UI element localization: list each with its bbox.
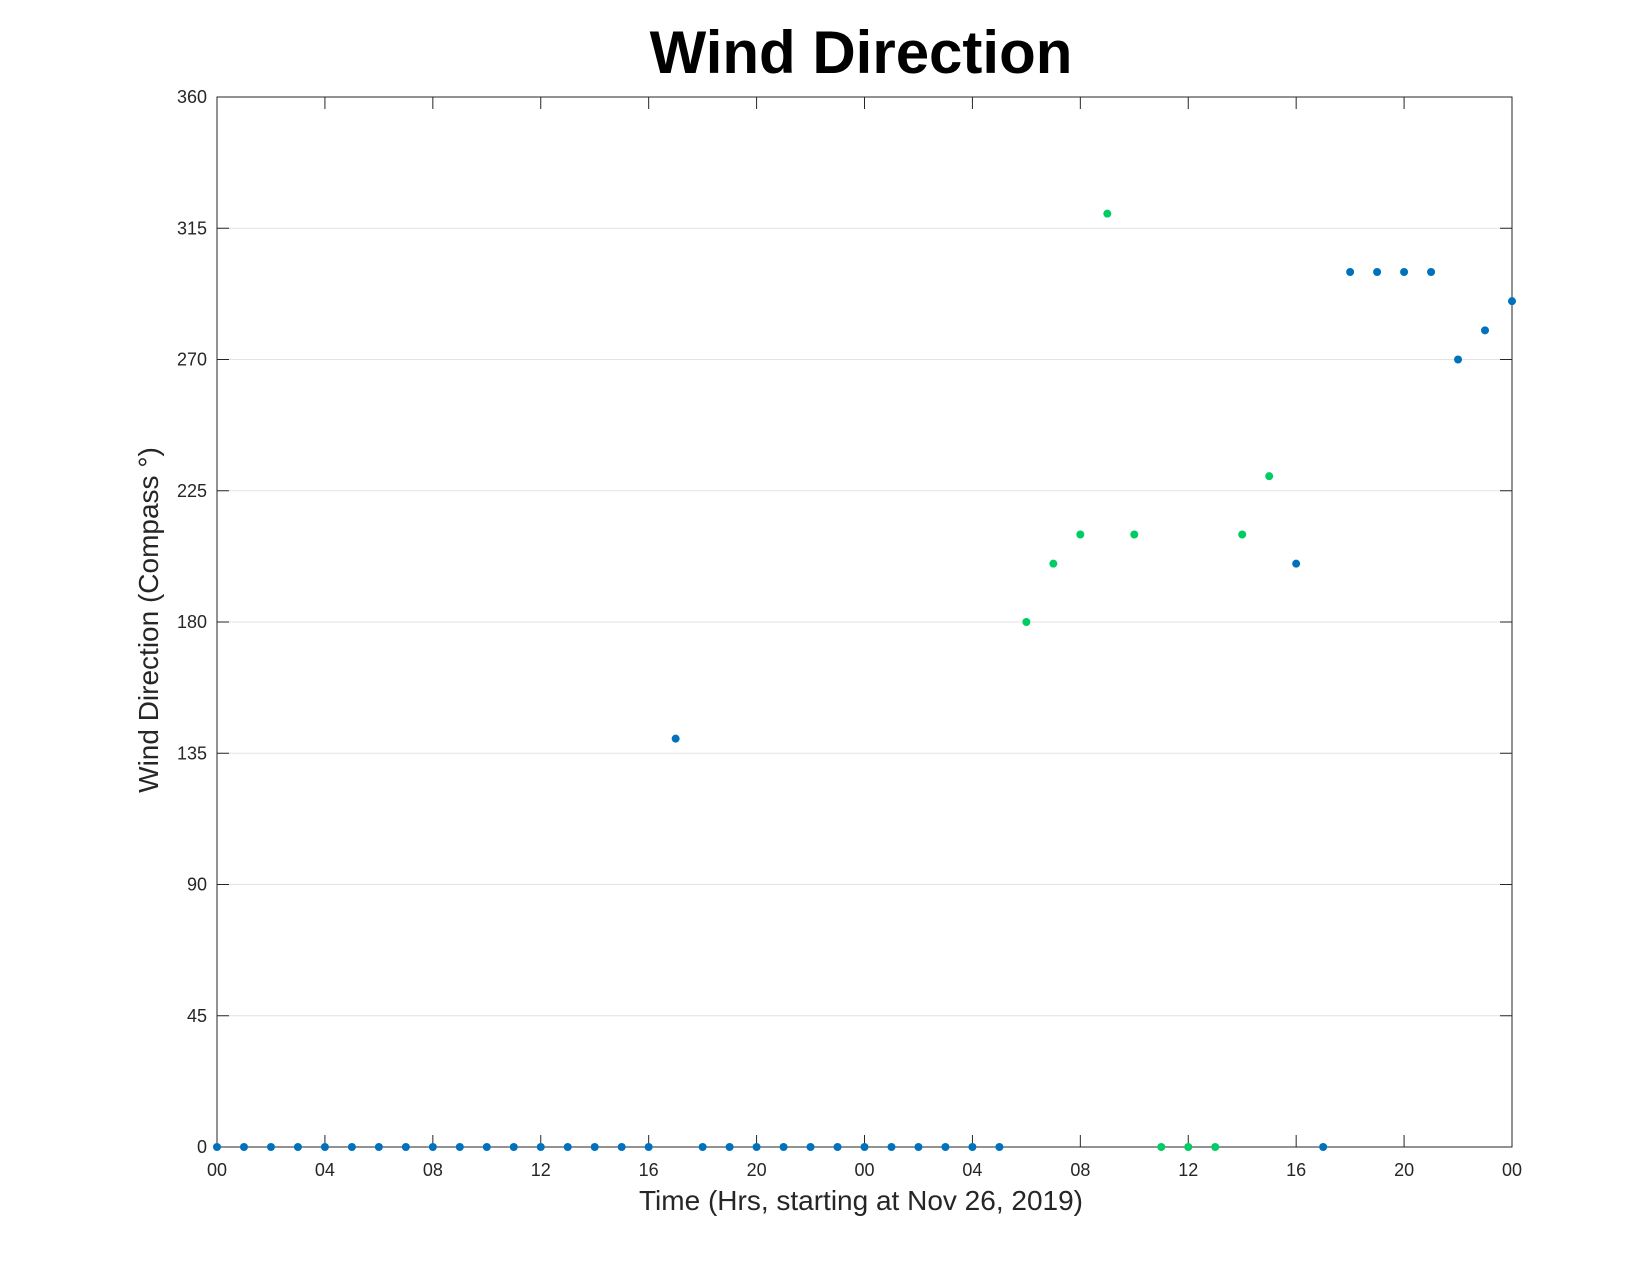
x-tick-label: 00	[854, 1160, 874, 1180]
x-tick-label: 16	[1286, 1160, 1306, 1180]
data-point-series-2	[1238, 530, 1247, 539]
data-point-series-1	[887, 1143, 896, 1151]
data-point-series-1	[914, 1143, 923, 1151]
data-point-series-1	[482, 1143, 491, 1151]
data-point-series-1	[563, 1143, 572, 1151]
data-point-series-1	[1454, 355, 1463, 364]
y-tick-label: 360	[177, 87, 207, 107]
x-tick-label: 00	[207, 1160, 227, 1180]
data-point-series-2	[1076, 530, 1085, 539]
y-tick-label: 45	[187, 1006, 207, 1026]
data-point-series-1	[266, 1143, 275, 1151]
data-point-series-1	[320, 1143, 329, 1151]
x-tick-label: 20	[1394, 1160, 1414, 1180]
data-point-series-1	[428, 1143, 437, 1151]
data-point-series-1	[698, 1143, 707, 1151]
data-point-series-1	[293, 1143, 302, 1151]
y-tick-label: 0	[197, 1137, 207, 1157]
data-point-series-1	[671, 734, 680, 743]
data-point-series-1	[1319, 1143, 1328, 1151]
x-tick-label: 00	[1502, 1160, 1522, 1180]
data-points	[213, 209, 1516, 1151]
data-point-series-1	[968, 1143, 977, 1151]
y-tick-label: 90	[187, 875, 207, 895]
x-tick-label: 20	[747, 1160, 767, 1180]
x-tick-label: 04	[315, 1160, 335, 1180]
data-point-series-1	[995, 1143, 1004, 1151]
x-tick-label: 04	[962, 1160, 982, 1180]
data-point-series-1	[1346, 268, 1355, 276]
data-point-series-2	[1022, 618, 1031, 626]
data-point-series-1	[1400, 268, 1409, 276]
x-tick-label: 16	[639, 1160, 659, 1180]
data-point-series-1	[401, 1143, 410, 1151]
x-axis-label: Time (Hrs, starting at Nov 26, 2019)	[639, 1185, 1083, 1216]
y-tick-label: 270	[177, 350, 207, 370]
data-point-series-1	[1508, 297, 1516, 306]
data-point-series-1	[1373, 268, 1382, 276]
data-point-series-2	[1184, 1143, 1193, 1151]
chart-title: Wind Direction	[650, 19, 1073, 86]
data-point-series-1	[725, 1143, 734, 1151]
data-point-series-1	[644, 1143, 653, 1151]
x-tick-label: 08	[423, 1160, 443, 1180]
data-point-series-1	[941, 1143, 950, 1151]
data-point-series-1	[374, 1143, 383, 1151]
data-point-series-2	[1130, 530, 1139, 539]
data-point-series-2	[1049, 559, 1058, 568]
data-point-series-2	[1103, 209, 1112, 218]
data-point-series-1	[213, 1143, 221, 1151]
data-point-series-1	[779, 1143, 788, 1151]
x-tick-label: 08	[1070, 1160, 1090, 1180]
axis-ticks	[216, 96, 1513, 1148]
y-tick-labels: 0 45 90 135 180 225 270 315 360	[177, 87, 207, 1157]
data-point-series-1	[1292, 559, 1301, 568]
data-point-series-1	[239, 1143, 248, 1151]
data-point-series-2	[1211, 1143, 1220, 1151]
x-tick-labels: 00 04 08 12 16 20 00 04 08 12 16 20 00	[207, 1160, 1522, 1180]
data-point-series-1	[536, 1143, 545, 1151]
data-point-series-1	[590, 1143, 599, 1151]
data-point-series-1	[509, 1143, 518, 1151]
y-tick-label: 315	[177, 218, 207, 238]
data-point-series-1	[860, 1143, 869, 1151]
y-tick-label: 225	[177, 481, 207, 501]
data-point-series-1	[1481, 326, 1490, 335]
y-tick-label: 180	[177, 612, 207, 632]
y-axis-label: Wind Direction (Compass °)	[133, 447, 164, 793]
data-point-series-1	[806, 1143, 815, 1151]
data-point-series-2	[1157, 1143, 1166, 1151]
data-point-series-1	[347, 1143, 356, 1151]
data-point-series-1	[617, 1143, 626, 1151]
data-point-series-1	[833, 1143, 842, 1151]
data-point-series-1	[1427, 268, 1436, 276]
x-tick-label: 12	[531, 1160, 551, 1180]
x-tick-label: 12	[1178, 1160, 1198, 1180]
y-tick-label: 135	[177, 743, 207, 763]
data-point-series-2	[1265, 472, 1274, 481]
data-point-series-1	[752, 1143, 761, 1151]
data-point-series-1	[455, 1143, 464, 1151]
